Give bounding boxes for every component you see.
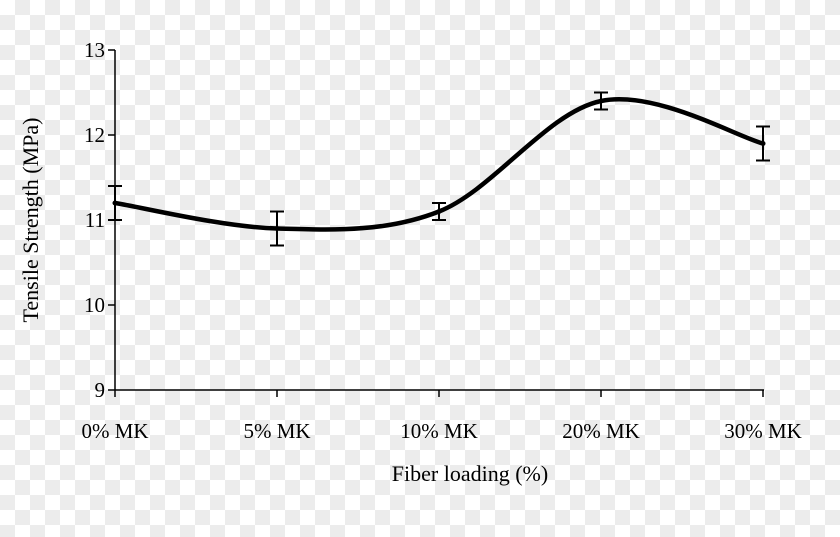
axes: 9 10 11 12 13 0% MK 5% MK 10% MK 20% MK 30% MK xyxy=(81,38,801,443)
series-marks xyxy=(108,91,770,247)
data-point xyxy=(760,141,766,146)
x-tick-label: 20% MK xyxy=(562,419,640,443)
data-point xyxy=(598,98,604,104)
y-tick-label: 10 xyxy=(84,293,105,317)
series-line xyxy=(112,97,766,232)
y-tick-label: 13 xyxy=(84,38,105,62)
data-point xyxy=(112,200,118,206)
x-axis-label: Fiber loading (%) xyxy=(392,461,548,486)
data-point xyxy=(436,209,442,214)
y-tick-label: 12 xyxy=(84,123,105,147)
data-point xyxy=(274,226,280,231)
y-tick-label: 11 xyxy=(85,208,105,232)
x-tick-label: 30% MK xyxy=(724,419,802,443)
y-axis-label: Tensile Strength (MPa) xyxy=(18,118,43,323)
x-tick-label: 10% MK xyxy=(400,419,478,443)
x-tick-label: 5% MK xyxy=(243,419,310,443)
x-tick-label: 0% MK xyxy=(81,419,148,443)
y-tick-label: 9 xyxy=(95,378,106,402)
